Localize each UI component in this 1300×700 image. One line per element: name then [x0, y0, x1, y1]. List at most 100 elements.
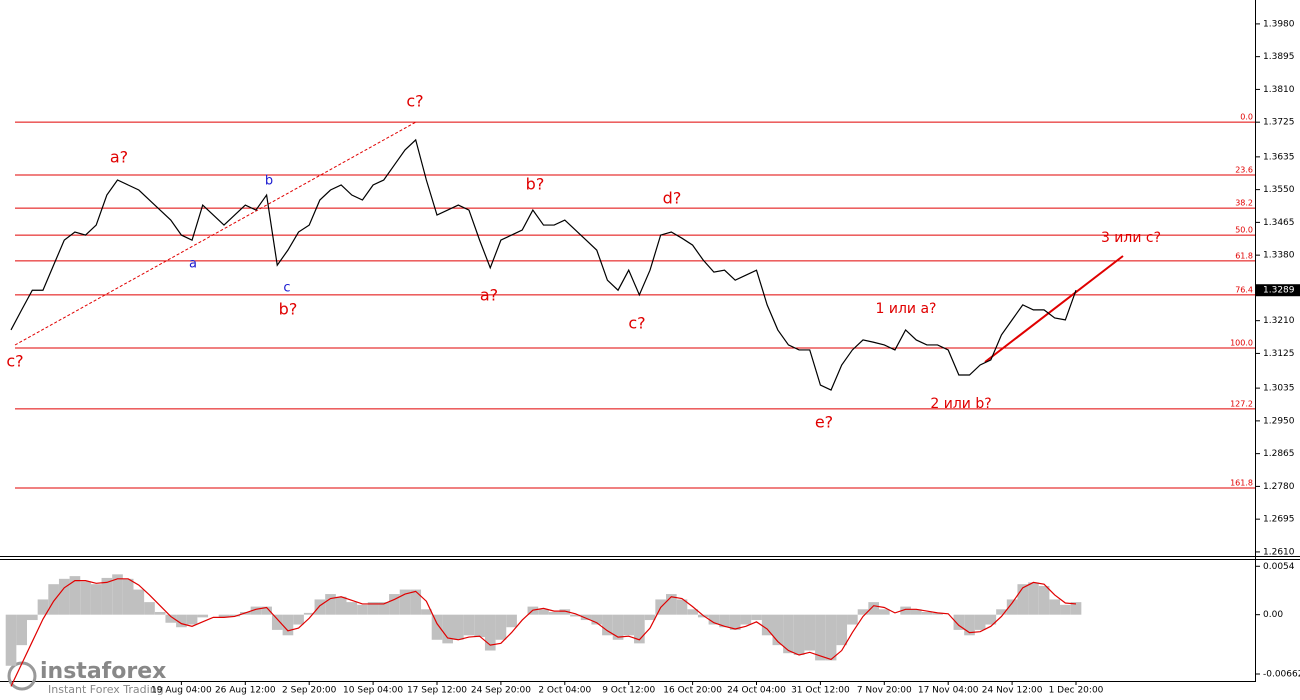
wave-label: 3 или c? — [1101, 230, 1161, 246]
y-tick-label: 1.3380 — [1263, 251, 1295, 261]
last-price-box — [1256, 284, 1300, 297]
macd-bar — [1049, 599, 1061, 615]
macd-bar — [612, 614, 624, 640]
macd-bar — [1006, 599, 1018, 615]
macd-bar — [176, 614, 187, 628]
x-tick-label: 31 Oct 12:00 — [791, 686, 850, 696]
wave-label: c? — [406, 92, 423, 111]
macd-bar — [250, 606, 262, 615]
macd-bar — [676, 599, 688, 615]
macd-bar — [80, 581, 91, 615]
y-tick-label: 1.3210 — [1263, 316, 1295, 326]
macd-bar — [421, 609, 432, 615]
macd-bar — [580, 614, 592, 621]
y-tick-label: 1.2950 — [1263, 416, 1295, 426]
macd-bar — [229, 614, 240, 617]
x-tick-label: 16 Oct 20:00 — [663, 686, 722, 696]
x-tick-label: 24 Nov 12:00 — [982, 686, 1043, 696]
fib-label: 100.0 — [1230, 339, 1253, 348]
x-tick-label: 26 Aug 12:00 — [215, 686, 276, 696]
y-tick-label: -0.00662 — [1263, 670, 1300, 680]
x-tick-label: 24 Sep 20:00 — [471, 686, 531, 696]
macd-bar — [484, 614, 496, 651]
wave-label: c? — [6, 352, 23, 371]
macd-bar — [932, 612, 943, 615]
wave-label: e? — [815, 413, 833, 432]
macd-bar — [985, 614, 997, 625]
fib-label: 127.2 — [1230, 399, 1253, 408]
macd-bar — [218, 614, 230, 618]
tagline: Instant Forex Trading — [48, 683, 164, 696]
x-tick-label: 7 Nov 20:00 — [857, 686, 912, 696]
wave-label: a? — [110, 148, 128, 167]
y-tick-label: 1.2695 — [1263, 515, 1295, 525]
y-tick-label: 0.0054 — [1263, 562, 1295, 572]
macd-bar — [261, 606, 272, 615]
macd-bar — [602, 614, 613, 636]
macd-bar — [186, 614, 198, 625]
macd-bar — [442, 614, 453, 644]
y-tick-label: 1.3035 — [1263, 384, 1295, 394]
last-price-label: 1.3289 — [1263, 286, 1295, 296]
y-tick-label: 1.3895 — [1263, 52, 1295, 62]
macd-bar — [570, 614, 581, 617]
macd-bar — [793, 614, 805, 656]
wave-label: a? — [480, 286, 498, 305]
macd-bar — [271, 614, 283, 630]
x-tick-label: 24 Oct 04:00 — [727, 686, 786, 696]
macd-bar — [1038, 585, 1050, 615]
x-tick-label: 19 Aug 04:00 — [151, 686, 212, 696]
y-tick-label: 1.3125 — [1263, 349, 1295, 359]
y-tick-label: 1.3465 — [1263, 218, 1295, 228]
macd-bar — [1070, 602, 1082, 615]
y-tick-label: 1.3635 — [1263, 152, 1295, 162]
macd-bar — [165, 614, 177, 623]
macd-bar — [5, 614, 17, 666]
channel-line — [14, 121, 417, 346]
macd-bar — [389, 594, 400, 615]
macd-bar — [772, 614, 784, 646]
fib-label: 50.0 — [1235, 226, 1253, 235]
x-tick-label: 2 Sep 20:00 — [282, 686, 337, 696]
macd-bar — [506, 614, 517, 628]
macd-bar — [495, 614, 507, 640]
signal-line — [10, 578, 1077, 687]
macd-bar — [996, 609, 1007, 615]
macd-bar — [783, 614, 794, 654]
macd-bar — [303, 612, 315, 615]
macd-bar — [836, 614, 848, 646]
macd-bar — [314, 599, 326, 615]
macd-bar — [112, 574, 123, 615]
x-tick-label: 17 Sep 12:00 — [407, 686, 467, 696]
wave-label: c? — [628, 314, 645, 333]
macd-bar — [751, 614, 762, 621]
macd-bar — [974, 614, 986, 630]
x-tick-label: 10 Sep 04:00 — [343, 686, 403, 696]
macd-bar — [815, 614, 826, 661]
macd-bar — [69, 576, 81, 615]
subwave-label: b — [265, 174, 273, 189]
macd-bar — [282, 614, 294, 636]
trend-line — [984, 255, 1124, 363]
x-tick-label: 17 Nov 04:00 — [918, 686, 979, 696]
fib-label: 161.8 — [1230, 478, 1253, 487]
y-tick-label: 1.3550 — [1263, 185, 1295, 195]
macd-bar — [58, 578, 70, 615]
macd-bar — [463, 614, 475, 636]
macd-bar — [761, 614, 773, 636]
x-tick-label: 2 Oct 04:00 — [538, 686, 591, 696]
macd-bar — [910, 609, 922, 615]
wave-label: b? — [526, 175, 545, 194]
watermark: instaforex Instant Forex Trading — [7, 659, 166, 696]
macd-bar — [623, 614, 635, 636]
macd-bar — [357, 604, 368, 615]
macd-bar — [634, 614, 645, 644]
macd-bar — [335, 596, 347, 615]
macd-bar — [666, 594, 677, 615]
macd-bar — [825, 614, 837, 661]
macd-bar — [879, 609, 890, 615]
y-tick-label: 0.00 — [1263, 610, 1283, 620]
macd-bar — [325, 594, 336, 615]
